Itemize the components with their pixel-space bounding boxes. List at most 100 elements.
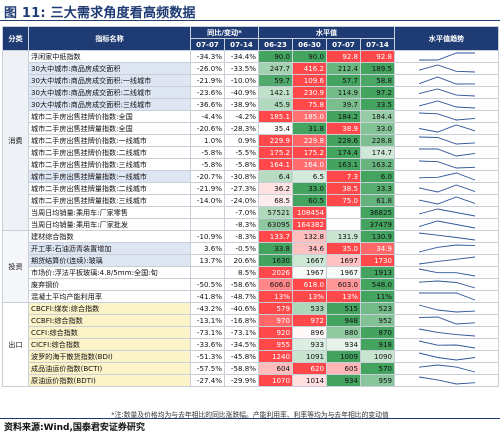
indicator-name: 30大中城市:商品房成交面积:二线城市 [28,86,191,99]
level-value: 184.2 [326,110,361,123]
yoy-value: -5.8% [190,158,225,171]
trend-sparkline [394,98,500,111]
level-value: 13% [292,290,327,303]
level-value: 90.0 [292,50,327,63]
trend-sparkline [394,158,500,171]
level-value: 57521 [258,206,293,219]
level-value: 416.2 [292,62,327,75]
level-value: 948 [326,314,361,327]
level-value: 229.9 [258,134,293,147]
yoy-value: -34.4% [224,50,259,63]
indicator-name: 建材综合指数 [28,230,191,243]
sparkline-svg [418,64,476,73]
indicator-name: 城市二手房出售挂牌价指数:全国 [28,110,191,123]
level-value: 164.1 [258,158,293,171]
sparkline-svg [418,268,476,277]
level-value: 523 [359,302,396,315]
level-value: 1014 [292,374,327,387]
yoy-value: -36.6% [190,98,225,111]
sparkline-svg [418,184,476,193]
trend-sparkline [394,134,500,147]
sparkline-line [418,268,476,277]
sparkline-svg [418,220,476,229]
yoy-value: -34.3% [190,50,225,63]
table-row: 混凝土平均产能利用率 -41.8% -48.7% 13% 13% 13% 11% [3,290,500,303]
table-row: 出口 CBCFI:煤炭:综合指数 -43.2% -40.6% 579 533 515 523 [2,302,500,387]
yoy-value: -41.8% [190,290,225,303]
yoy-value: 13.7% [190,254,225,267]
indicator-name: 城市二手房出售挂牌价指数:三线城市 [28,158,191,171]
level-value: 132.8 [292,230,327,243]
yoy-value: -29.9% [224,374,259,387]
yoy-value: -38.9% [224,98,259,111]
sparkline-line [418,352,476,361]
level-value: 515 [326,302,361,315]
level-value: 34.9 [359,242,396,255]
indicator-name: 当周日均销量:乘用车:厂家批发 [28,218,191,231]
sparkline-line [418,232,476,241]
yoy-value: -16.8% [224,314,259,327]
yoy-value: 3.6% [190,242,225,255]
indicator-name: CCFI:综合指数 [28,326,191,339]
sparkline-line [418,256,476,265]
sparkline-svg [419,160,476,169]
trend-sparkline [394,266,500,279]
sparkline-line [418,244,476,253]
indicator-name: 30大中城市:商品房成交面积:一线城市 [28,74,191,87]
level-value: 131.9 [326,230,361,243]
indicator-name: 市场价:浮法平板玻璃:4.8/5mm:全国:旬 [28,266,191,279]
yoy-value: -13.1% [190,314,225,327]
level-value [326,218,361,231]
trend-sparkline [394,182,500,195]
level-value: 970 [258,314,293,327]
yoy-value: -73.1% [190,326,225,339]
yoy-value: -4.2% [224,110,259,123]
sparkline-line [418,196,476,205]
level-value: 533 [292,302,327,315]
level-value: 114.9 [326,86,361,99]
level-value: 1697 [326,254,361,267]
sparkline-line [418,208,476,217]
indicator-name: 成品油运价指数(BCTI) [28,362,191,375]
level-value: 934 [326,374,361,387]
level-value: 959 [359,374,396,387]
header-level-date: 06-23 [258,38,293,51]
yoy-value: -10.0% [224,74,259,87]
yoy-value: -24.0% [224,194,259,207]
level-value: 6.5 [292,170,327,183]
trend-sparkline [394,326,500,339]
level-value: 920 [258,326,293,339]
level-value: 59.7 [258,74,293,87]
sparkline-svg [418,304,476,313]
yoy-value: -43.2% [190,302,225,315]
level-value: 620 [292,362,327,375]
level-value: 164382 [292,218,327,231]
trend-sparkline [394,218,500,231]
sparkline-svg [418,232,476,241]
table-row: 30大中城市:商品房成交面积:一线城市 -21.9% -10.0% 59.7 109.6… [3,74,500,87]
level-value: 57.7 [326,74,361,87]
sparkline-line [418,100,476,109]
sparkline-svg [419,280,476,289]
level-value: 1667 [292,254,327,267]
sparkline-svg [418,256,476,265]
level-value: 13% [258,290,293,303]
level-value: 955 [258,338,293,351]
sparkline-svg [418,244,476,253]
sparkline-line [419,316,476,325]
level-value [326,206,361,219]
trend-sparkline [394,74,500,87]
trend-sparkline [394,110,500,123]
sparkline-svg [418,100,476,109]
footnote: *注:数量及价格均为与去年相比的同比涨跌幅。产能利用率、利率等均为与去年相比的变… [111,411,389,419]
yoy-value [190,218,225,231]
sparkline-svg [418,340,476,349]
level-value: 870 [359,326,396,339]
level-value: 1967 [292,266,327,279]
yoy-value: -34.5% [224,338,259,351]
yoy-value: 1.0% [190,134,225,147]
table-row: 30大中城市:商品房成交面积:三线城市 -36.6% -38.9% 45.9 75.8 3… [3,98,500,111]
yoy-value: -23.6% [190,86,225,99]
level-value: 1091 [292,350,327,363]
sparkline-line [419,280,476,289]
